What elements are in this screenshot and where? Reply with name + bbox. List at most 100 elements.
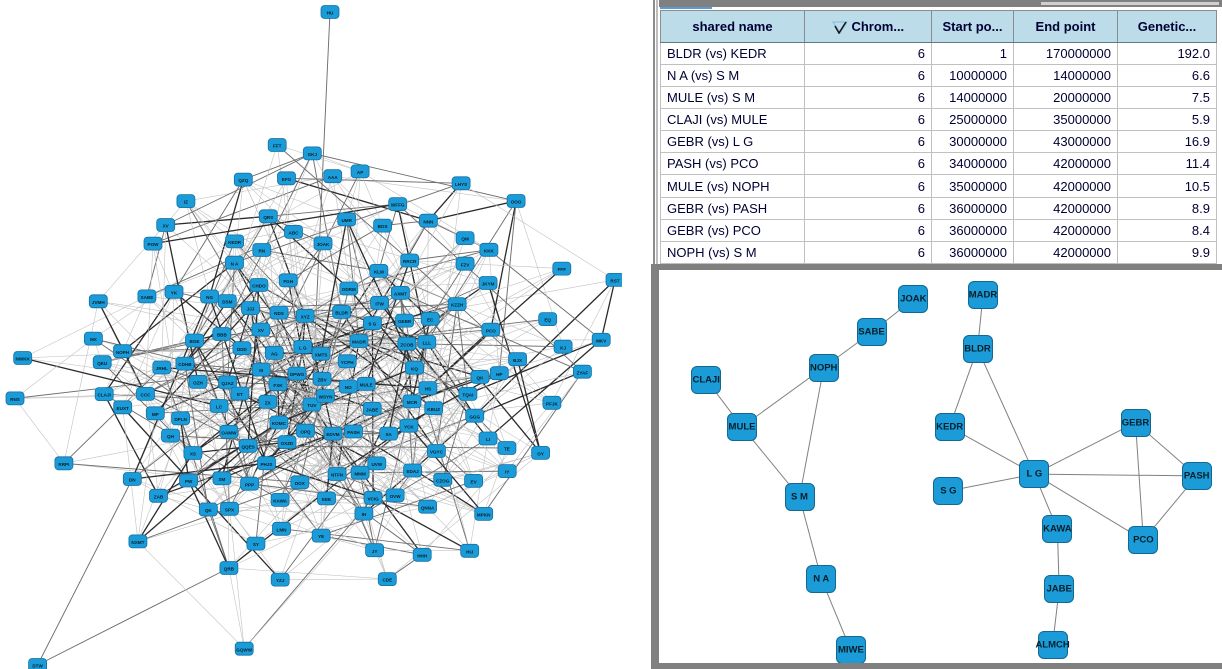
svg-text:NXMT: NXMT [131,540,144,545]
svg-text:BBB: BBB [217,333,228,338]
svg-text:KOMC: KOMC [272,421,287,426]
svg-text:YK: YK [171,290,178,295]
svg-text:EV: EV [471,480,478,485]
svg-text:L G: L G [299,346,307,351]
svg-text:QRS: QRS [263,215,273,220]
svg-text:VCIG: VCIG [367,496,379,501]
svg-text:AAA: AAA [328,175,339,180]
svg-text:ODRM: ODRM [342,287,356,292]
svg-text:PW: PW [185,479,193,484]
svg-text:RRCR: RRCR [403,259,417,264]
svg-text:YZJ: YZJ [276,578,285,583]
svg-text:HP: HP [496,372,502,377]
svg-text:RST: RST [610,279,619,284]
svg-text:CDE: CDE [382,578,392,583]
svg-text:ZBV: ZBV [318,377,328,382]
svg-text:NWKK: NWKK [16,357,31,362]
svg-text:MPKN: MPKN [477,513,491,518]
svg-text:MCR: MCR [407,400,418,405]
svg-text:HIJ: HIJ [466,549,474,554]
svg-text:XV: XV [258,328,265,333]
svg-text:LLL: LLL [423,341,432,346]
svg-text:ZCOB: ZCOB [400,342,414,347]
svg-text:HHH: HHH [417,553,428,558]
svg-text:DDD: DDD [237,347,248,352]
svg-text:LMN: LMN [277,527,288,532]
svg-text:YCPH: YCPH [341,360,354,365]
svg-text:YCK: YCK [404,424,414,429]
svg-text:IH: IH [362,512,367,517]
svg-text:DOX: DOX [295,481,306,486]
svg-text:AG: AG [271,352,278,357]
svg-text:III: III [259,368,263,373]
svg-text:QH: QH [167,434,175,439]
svg-text:AP: AP [357,170,363,175]
svg-text:SM: SM [218,477,225,482]
svg-text:FGH: FGH [283,279,293,284]
svg-text:KZZH: KZZH [451,303,464,308]
svg-text:OAMW: OAMW [221,430,237,435]
svg-text:OZH: OZH [193,380,203,385]
svg-text:JOAK: JOAK [317,242,330,247]
svg-text:EEE: EEE [322,497,331,502]
svg-text:FXK: FXK [273,383,283,388]
svg-text:EC: EC [427,317,434,322]
svg-text:DPWO: DPWO [290,372,305,377]
svg-text:SPX: SPX [225,507,235,512]
svg-text:IZ: IZ [184,200,188,205]
svg-text:OXZD: OXZD [281,441,294,446]
svg-text:QJAZ: QJAZ [221,381,233,386]
svg-text:UVW: UVW [371,462,382,467]
svg-text:NOPH: NOPH [116,350,130,355]
svg-text:OPQ: OPQ [300,429,311,434]
svg-text:RNS: RNS [10,397,20,402]
svg-text:GEBR: GEBR [398,319,412,324]
svg-text:QNNA: QNNA [421,505,435,510]
svg-text:RRPI: RRPI [58,462,69,467]
svg-text:TE: TE [504,447,510,452]
svg-text:DSM: DSM [222,300,232,305]
svg-text:AXMT: AXMT [394,292,407,297]
svg-text:GKJ: GKJ [308,152,318,157]
svg-text:WFFG: WFFG [391,203,405,208]
svg-text:OVW: OVW [390,494,402,499]
svg-text:QM: QM [461,237,469,242]
svg-text:MX: MX [90,337,98,342]
svg-text:GQWW: GQWW [236,647,252,652]
svg-text:CCC: CCC [141,393,152,398]
svg-text:ZAB: ZAB [154,494,164,499]
svg-text:HU: HU [327,11,334,16]
svg-text:PFJK: PFJK [546,401,558,406]
svg-text:XS: XS [190,452,196,457]
svg-text:NDS: NDS [274,311,284,316]
svg-text:QK: QK [205,508,213,513]
svg-text:QK: QK [477,376,485,381]
svg-text:EFG: EFG [282,177,292,182]
svg-text:JVMH: JVMH [92,300,105,305]
svg-text:TUV: TUV [307,403,317,408]
svg-text:MKV: MKV [596,338,607,343]
svg-text:KQ: KQ [411,366,418,371]
svg-text:LHYS: LHYS [455,182,467,187]
svg-text:XYZ: XYZ [301,314,310,319]
svg-text:FZV: FZV [461,262,471,267]
svg-text:IY: IY [505,470,509,475]
svg-text:CHDO: CHDO [252,284,266,289]
svg-text:BJX: BJX [513,358,523,363]
svg-text:EUXT: EUXT [117,406,129,411]
svg-text:DN: DN [129,478,136,483]
svg-text:CZOG: CZOG [436,478,450,483]
svg-text:CDHB: CDHB [178,362,192,367]
svg-text:BOS: BOS [378,224,388,229]
svg-text:JABE: JABE [366,407,378,412]
svg-text:EDAJ: EDAJ [406,469,419,474]
svg-text:MADR: MADR [352,340,366,345]
svg-text:LI: LI [486,437,490,442]
svg-text:SY: SY [253,542,259,547]
svg-text:NNN: NNN [423,219,434,224]
svg-text:QRB: QRB [224,567,235,572]
svg-text:NTFN: NTFN [331,473,344,478]
svg-text:KAWA: KAWA [273,499,287,504]
svg-text:XV: XV [163,224,170,229]
svg-text:BGE: BGE [190,339,200,344]
